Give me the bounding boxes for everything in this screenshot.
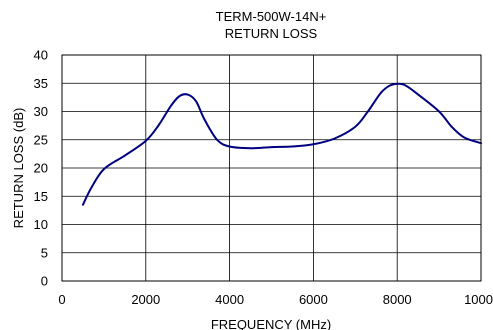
x-tick-label: 4000: [215, 292, 244, 307]
x-axis-label: FREQUENCY (MHz): [211, 317, 331, 330]
x-tick-label: 8000: [383, 292, 412, 307]
return-loss-series-line: [81, 82, 482, 206]
x-tick-label: 2000: [131, 292, 160, 307]
y-tick-label: 5: [41, 245, 48, 260]
chart-subtitle: RETURN LOSS: [225, 26, 318, 41]
y-tick-label: 30: [34, 104, 48, 119]
y-tick-label: 0: [41, 274, 48, 289]
x-tick-label: 6000: [299, 292, 328, 307]
y-tick-label: 40: [34, 48, 48, 63]
y-tick-label: 20: [34, 161, 48, 176]
chart-title: TERM-500W-14N+: [216, 9, 327, 24]
chart-series: [81, 82, 482, 206]
y-tick-label: 35: [34, 76, 48, 91]
chart-ticks: 0 5 10 15 20 25 30 35 40 0 2000 4000 6000 8000 1000: [34, 48, 493, 308]
y-tick-label: 25: [34, 132, 48, 147]
y-tick-label: 10: [34, 217, 48, 232]
chart-grid: [61, 54, 482, 282]
y-tick-label: 15: [34, 189, 48, 204]
x-tick-label: 1000: [464, 292, 493, 307]
plot-frame: [61, 54, 482, 282]
x-tick-label: 0: [58, 292, 65, 307]
y-axis-label: RETURN LOSS (dB): [11, 108, 26, 229]
